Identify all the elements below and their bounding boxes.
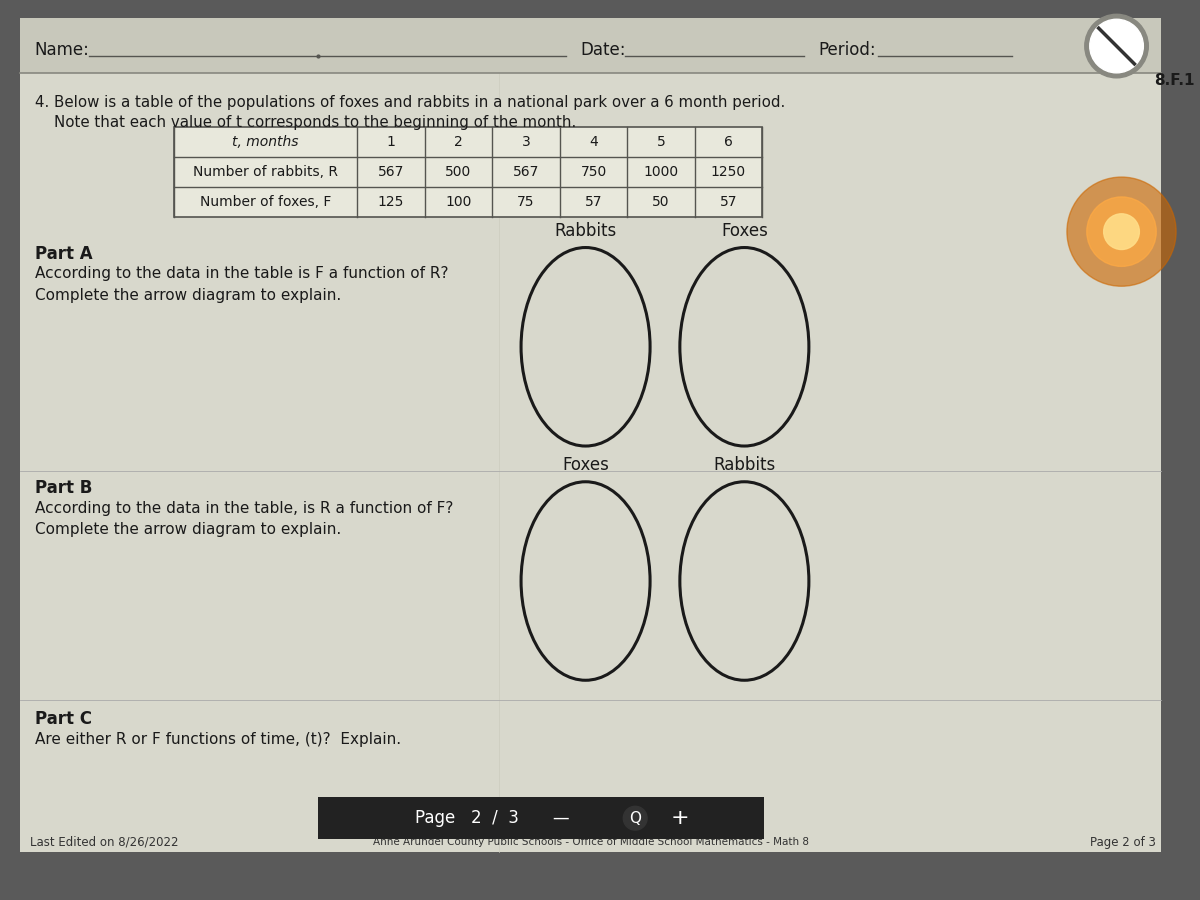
Circle shape [1090, 19, 1144, 73]
Circle shape [1067, 177, 1176, 286]
Circle shape [1085, 14, 1148, 77]
Text: 1000: 1000 [643, 165, 678, 179]
Text: 2: 2 [454, 135, 463, 149]
Bar [174, 128, 762, 217]
Text: Period:: Period: [818, 41, 876, 59]
Text: Foxes: Foxes [562, 455, 610, 473]
Text: 50: 50 [653, 195, 670, 209]
Text: Date:: Date: [581, 41, 626, 59]
Text: Page   2  /  3: Page 2 / 3 [414, 809, 518, 827]
Text: 5: 5 [656, 135, 665, 149]
Text: Foxes: Foxes [721, 221, 768, 239]
Text: Part B: Part B [35, 479, 92, 497]
Text: Complete the arrow diagram to explain.: Complete the arrow diagram to explain. [35, 523, 341, 537]
Text: 3: 3 [522, 135, 530, 149]
Text: Rabbits: Rabbits [554, 221, 617, 239]
Text: Last Edited on 8/26/2022: Last Edited on 8/26/2022 [30, 835, 179, 849]
Text: Name:: Name: [35, 41, 90, 59]
Text: 57: 57 [720, 195, 737, 209]
Text: 100: 100 [445, 195, 472, 209]
Text: t, months: t, months [233, 135, 299, 149]
Text: Part A: Part A [35, 245, 92, 263]
Text: Anne Arundel County Public Schools - Office of Middle School Mathematics - Math : Anne Arundel County Public Schools - Off… [372, 837, 809, 847]
Text: 1250: 1250 [710, 165, 746, 179]
Text: Rabbits: Rabbits [713, 455, 775, 473]
Text: 4. Below is a table of the populations of foxes and rabbits in a national park o: 4. Below is a table of the populations o… [35, 94, 785, 110]
Text: According to the data in the table is F a function of R?: According to the data in the table is F … [35, 266, 449, 282]
Text: 6: 6 [724, 135, 733, 149]
Text: +: + [671, 808, 689, 828]
Text: 500: 500 [445, 165, 472, 179]
Circle shape [1104, 214, 1139, 249]
Text: Are either R or F functions of time, (t)?  Explain.: Are either R or F functions of time, (t)… [35, 732, 401, 747]
Text: 75: 75 [517, 195, 535, 209]
Text: —: — [552, 809, 569, 827]
Circle shape [1087, 197, 1157, 266]
Text: 750: 750 [581, 165, 607, 179]
Text: 57: 57 [584, 195, 602, 209]
Text: Part C: Part C [35, 710, 91, 728]
Text: 567: 567 [378, 165, 404, 179]
Text: 567: 567 [512, 165, 539, 179]
Text: 8.F.1: 8.F.1 [1154, 73, 1195, 88]
Text: According to the data in the table, is R a function of F?: According to the data in the table, is R… [35, 500, 454, 516]
Text: Note that each value of t corresponds to the beginning of the month.: Note that each value of t corresponds to… [35, 114, 576, 130]
Text: Page 2 of 3: Page 2 of 3 [1091, 835, 1157, 849]
Bar [318, 797, 764, 839]
Circle shape [623, 806, 647, 830]
Bar [20, 18, 1162, 73]
Text: 1: 1 [386, 135, 396, 149]
Text: 125: 125 [378, 195, 404, 209]
Text: 4: 4 [589, 135, 598, 149]
Text: Q: Q [629, 811, 641, 825]
Text: Number of rabbits, R: Number of rabbits, R [193, 165, 338, 179]
Bar [20, 73, 1162, 852]
Text: Complete the arrow diagram to explain.: Complete the arrow diagram to explain. [35, 288, 341, 303]
Text: Number of foxes, F: Number of foxes, F [200, 195, 331, 209]
